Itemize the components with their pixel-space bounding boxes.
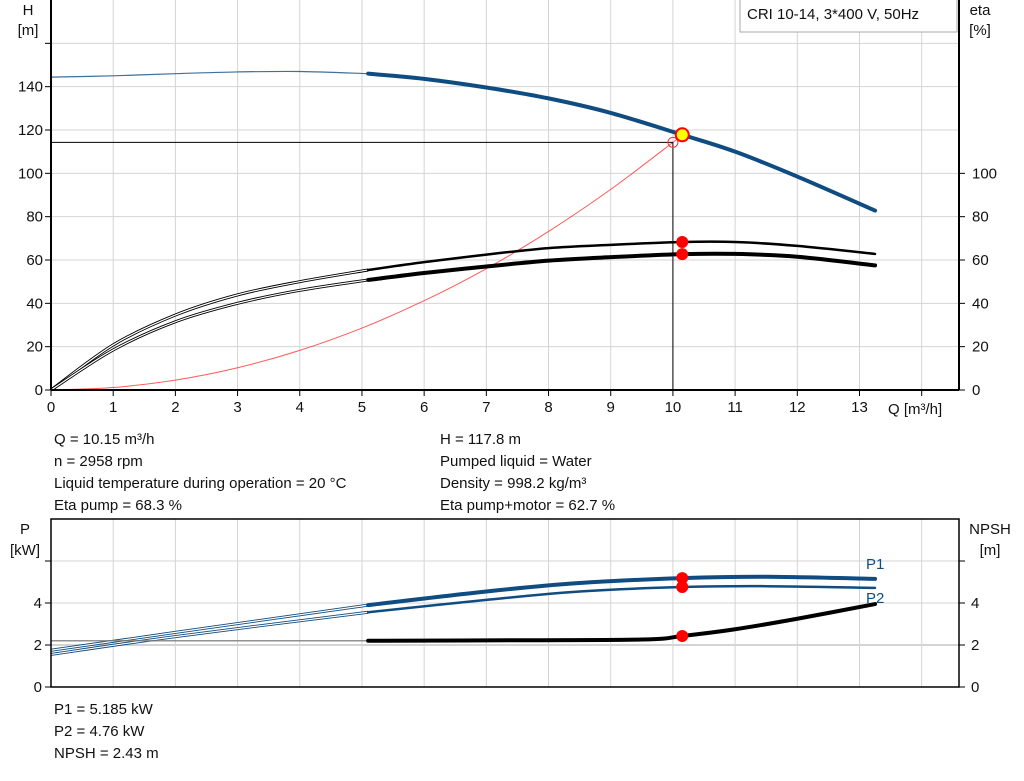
- duty-point-marker: [674, 127, 690, 143]
- series-label-p2: P2: [866, 590, 884, 607]
- y-tick-label: 60: [26, 252, 43, 269]
- y-axis-label-p: P: [20, 521, 30, 538]
- info-density: Density = 998.2 kg/m³: [440, 475, 587, 492]
- y2-axis-label-eta: eta: [970, 2, 992, 19]
- tick-labels: 0 1 2 3 4 5 6 7 8 9 10 11 12 130204060801001201400204…: [18, 79, 997, 696]
- series-label-p1: P1: [866, 556, 884, 573]
- y2-tick-label: 60: [972, 252, 989, 269]
- info-head: H = 117.8 m: [440, 431, 522, 448]
- top-grid: [51, 0, 959, 390]
- y-tick-label: 80: [26, 209, 43, 226]
- info-left: Q = 10.15 m³/h n = 2958 rpm Liquid tempe…: [54, 429, 346, 517]
- x-tick-label: 7: [482, 399, 490, 416]
- p2-marker: [676, 581, 689, 594]
- y2-axis-unit-npsh: [m]: [980, 542, 1001, 559]
- eta-pump-motor-marker: [676, 248, 689, 261]
- x-tick-label: 8: [544, 399, 552, 416]
- info-npsh: NPSH = 2.43 m: [54, 745, 159, 762]
- p-tick-label: 0: [34, 679, 42, 696]
- y-tick-label: 40: [26, 295, 43, 312]
- npsh-marker: [676, 629, 689, 642]
- y2-tick-label: 40: [972, 295, 989, 312]
- x-tick-label: 12: [789, 399, 806, 416]
- y2-tick-label: 0: [972, 382, 980, 399]
- y-tick-label: 0: [35, 382, 43, 399]
- x-tick-label: 1: [109, 399, 117, 416]
- curve-head-thin: [50, 70, 369, 78]
- info-flow: Q = 10.15 m³/h: [54, 431, 155, 448]
- curve-head: [366, 71, 878, 213]
- curve-eta_pump: [366, 240, 877, 272]
- y-tick-label: 100: [18, 165, 43, 182]
- bottom-grid: [51, 519, 959, 687]
- y2-axis-label-npsh: NPSH: [969, 521, 1011, 538]
- x-tick-label: 3: [233, 399, 241, 416]
- y-tick-label: 140: [18, 79, 43, 96]
- y2-tick-label: 80: [972, 209, 989, 226]
- curve-system-thin: [50, 134, 683, 391]
- info-p1: P1 = 5.185 kW: [54, 701, 153, 718]
- x-tick-label: 4: [296, 399, 304, 416]
- npsh-tick-label: 4: [971, 595, 979, 612]
- p1-marker: [676, 572, 689, 585]
- info-eta-pump: Eta pump = 68.3 %: [54, 497, 182, 514]
- y-axis-unit-h: [m]: [18, 22, 39, 39]
- curve-P1-thin-inner: [50, 604, 369, 651]
- legend-box: CRI 10-14, 3*400 V, 50Hz: [739, 0, 958, 33]
- info-speed: n = 2958 rpm: [54, 453, 143, 470]
- info-temperature: Liquid temperature during operation = 20…: [54, 475, 347, 492]
- info-liquid: Pumped liquid = Water: [440, 453, 592, 470]
- y-tick-label: 120: [18, 122, 43, 139]
- npsh-tick-label: 0: [971, 679, 979, 696]
- curve-eta_pump-thin-inner: [50, 269, 369, 391]
- y-tick-label: 20: [26, 339, 43, 356]
- x-tick-label: 2: [171, 399, 179, 416]
- curve-NPSH: [366, 602, 878, 643]
- curve-P1: [366, 574, 878, 608]
- x-tick-label: 0: [47, 399, 55, 416]
- info-p2: P2 = 4.76 kW: [54, 723, 145, 740]
- y-axis-label-h: H: [23, 2, 34, 19]
- info-bottom: P1 = 5.185 kW P2 = 4.76 kW NPSH = 2.43 m: [54, 699, 159, 765]
- info-eta-pump-motor: Eta pump+motor = 62.7 %: [440, 497, 616, 514]
- curve-P2-thin-inner: [50, 611, 369, 656]
- curve-eta_pump_motor: [366, 251, 878, 282]
- y2-tick-label: 20: [972, 339, 989, 356]
- info-right: H = 117.8 m Pumped liquid = Water Densit…: [440, 429, 615, 517]
- x-tick-label: 11: [727, 399, 743, 416]
- curves: [50, 70, 878, 656]
- p-tick-label: 2: [34, 637, 42, 654]
- x-tick-label: 10: [665, 399, 682, 416]
- x-tick-label: 6: [420, 399, 428, 416]
- npsh-tick-label: 2: [971, 637, 979, 654]
- x-tick-label: 13: [851, 399, 868, 416]
- x-tick-label: 9: [607, 399, 615, 416]
- curve-eta_pump_motor-thin-inner: [50, 279, 369, 391]
- curve-P2: [366, 584, 877, 614]
- y-axis-unit-p: [kW]: [10, 542, 40, 559]
- x-tick-label: 5: [358, 399, 366, 416]
- eta-pump-marker: [676, 236, 689, 249]
- p-tick-label: 4: [34, 595, 42, 612]
- x-axis-label: Q [m³/h]: [888, 401, 942, 418]
- reference-point-marker: [667, 136, 679, 148]
- axes: [45, 0, 965, 688]
- y2-axis-unit-eta: [%]: [969, 22, 991, 39]
- legend-title: CRI 10-14, 3*400 V, 50Hz: [747, 6, 919, 23]
- y2-tick-label: 100: [972, 165, 997, 182]
